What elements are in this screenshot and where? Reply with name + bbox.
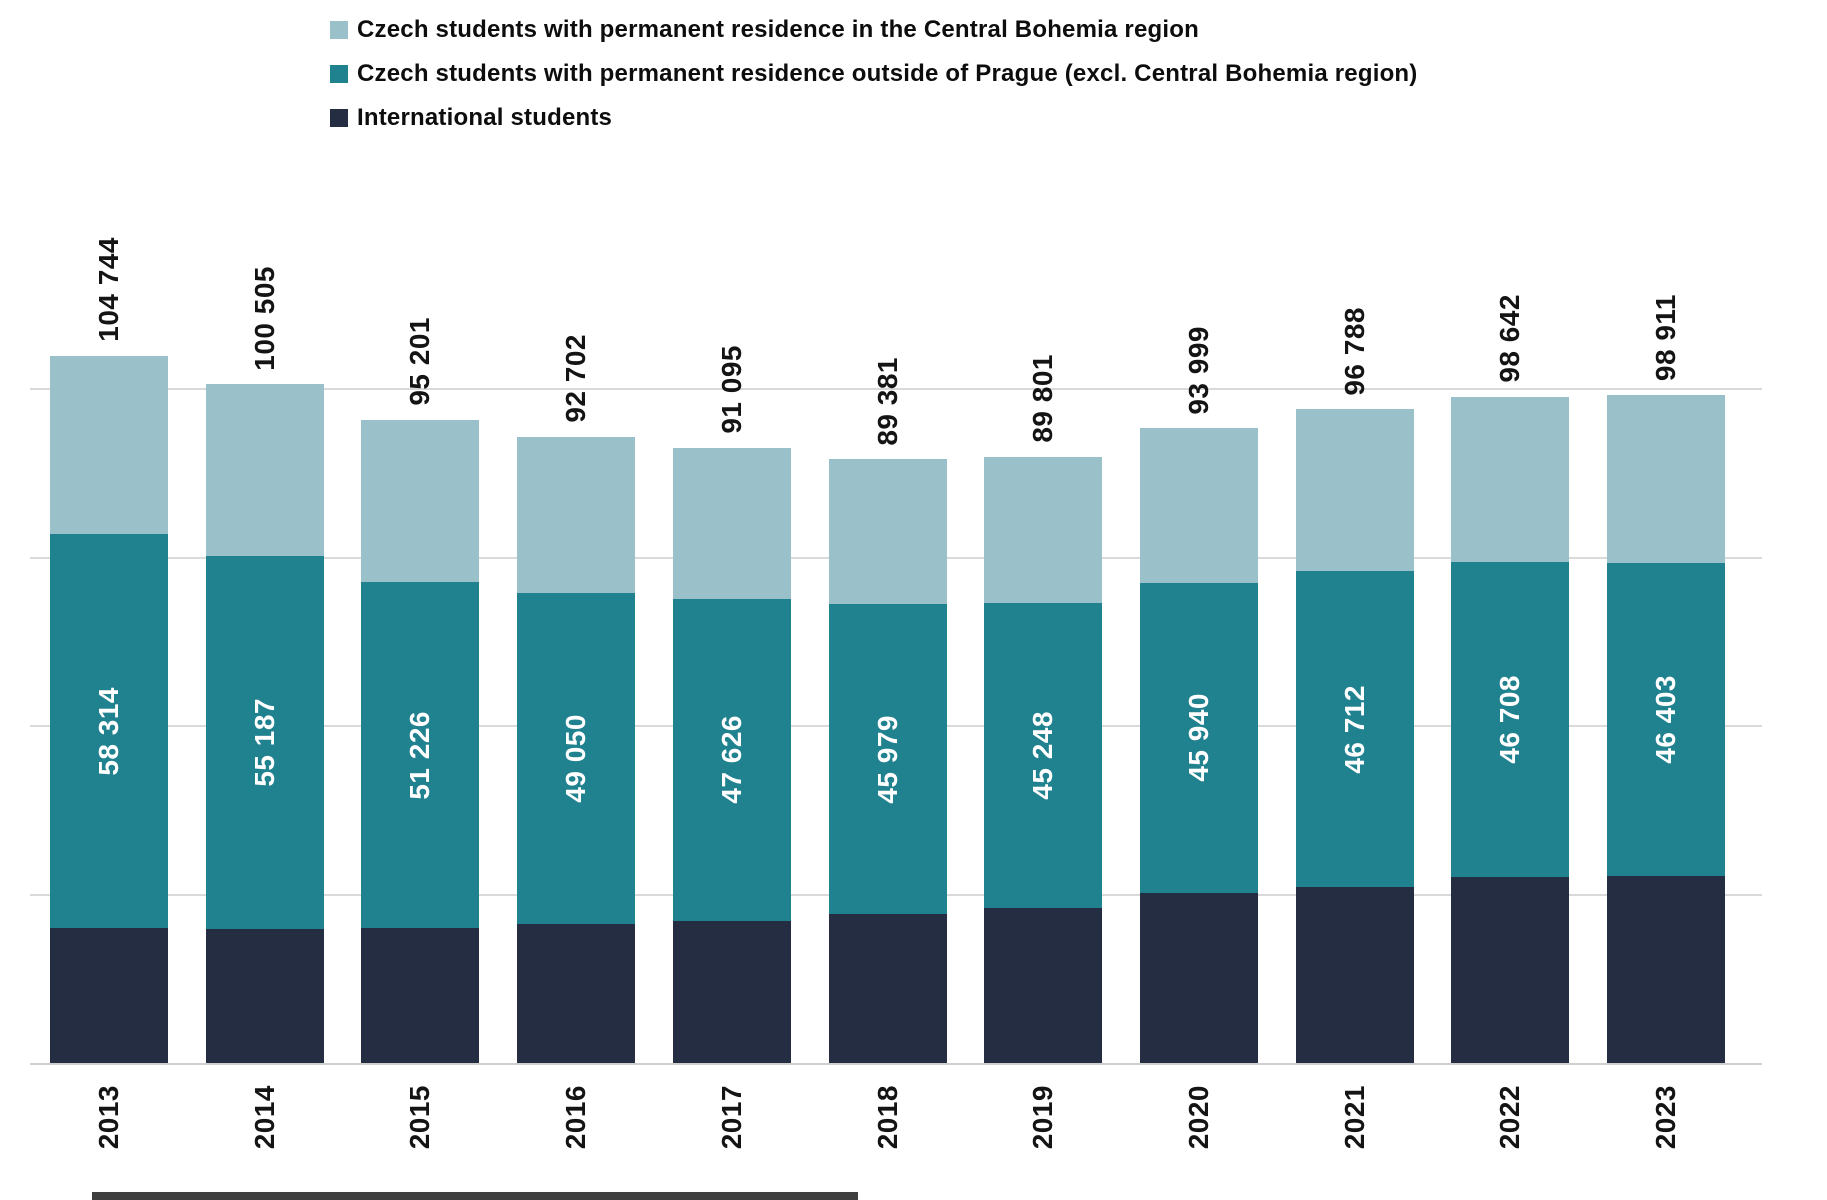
- cropped-bottom-element: [92, 1192, 858, 1200]
- bar-segment-international: [672, 920, 791, 1063]
- x-axis-tick-label: 2013: [50, 1085, 168, 1200]
- x-axis-tick-label: 2016: [517, 1085, 635, 1200]
- x-axis-tick-label: 2018: [829, 1085, 947, 1200]
- bar-segment-international: [1295, 886, 1414, 1063]
- bar-segment-international: [517, 923, 636, 1063]
- legend-swatch-icon: [330, 109, 348, 127]
- bar-segment-central-bohemia: [1607, 395, 1725, 563]
- bar-segment-international: [50, 927, 168, 1063]
- year-value: 2022: [1494, 1085, 1526, 1150]
- x-axis-tick-label: 2014: [206, 1085, 324, 1200]
- bar-segment-central-bohemia: [205, 384, 324, 556]
- bar-segment-central-bohemia: [517, 437, 636, 593]
- bar-segment-outside-prague: [1451, 561, 1570, 878]
- year-value: 2023: [1650, 1085, 1681, 1150]
- bar-segment-international: [1451, 877, 1570, 1063]
- bar-segment-central-bohemia: [828, 459, 947, 604]
- bar-total-value: 104 744: [93, 236, 124, 342]
- year-value: 2021: [1338, 1085, 1370, 1150]
- bar-segment-international: [361, 927, 480, 1063]
- bar-total-label: 98 911: [1607, 0, 1725, 381]
- x-axis-tick-label: 2023: [1607, 1085, 1725, 1200]
- year-value: 2015: [404, 1085, 436, 1150]
- x-axis-tick-label: 2019: [984, 1085, 1102, 1200]
- year-value: 2016: [560, 1085, 592, 1150]
- legend-label: Czech students with permanent residence …: [357, 16, 1199, 43]
- bar-total-value: 98 642: [1494, 294, 1526, 383]
- bar-total-value: 89 801: [1027, 353, 1059, 443]
- bar-segment-outside-prague: [828, 603, 947, 915]
- year-value: 2017: [715, 1085, 747, 1150]
- bar-segment-international: [1139, 892, 1258, 1063]
- bar-segment-outside-prague: [672, 598, 791, 921]
- year-value: 2018: [871, 1085, 903, 1150]
- bar-total-value: 89 381: [871, 356, 903, 446]
- bar-total-label: 100 505: [206, 0, 324, 371]
- bar-segment-outside-prague: [1295, 571, 1414, 887]
- legend-label: Czech students with permanent residence …: [357, 60, 1418, 87]
- bar-segment-outside-prague: [984, 602, 1103, 909]
- x-axis-tick-label: 2022: [1451, 1085, 1569, 1200]
- bar-segment-international: [828, 914, 947, 1063]
- bar-total-value: 92 702: [560, 334, 592, 423]
- year-value: 2014: [248, 1085, 280, 1150]
- bar-total-value: 95 201: [404, 317, 436, 407]
- chart-legend: Czech students with permanent residence …: [330, 16, 1418, 132]
- x-axis-line: [30, 1063, 1762, 1065]
- year-value: 2019: [1027, 1085, 1059, 1150]
- bar-segment-international: [1607, 875, 1725, 1063]
- bar-total-label: 98 642: [1451, 0, 1569, 383]
- legend-swatch-icon: [330, 21, 348, 39]
- bar-total-label: 104 744: [50, 0, 168, 342]
- legend-item: International students: [330, 104, 1418, 132]
- bar-segment-outside-prague: [50, 534, 168, 928]
- legend-item: Czech students with permanent residence …: [330, 60, 1418, 88]
- legend-swatch-icon: [330, 65, 348, 83]
- year-value: 2020: [1182, 1085, 1214, 1150]
- bar-segment-central-bohemia: [50, 355, 168, 535]
- bar-total-value: 96 788: [1338, 306, 1370, 396]
- bar-segment-central-bohemia: [672, 447, 791, 599]
- x-axis-tick-label: 2017: [673, 1085, 791, 1200]
- bar-segment-outside-prague: [1607, 562, 1725, 876]
- legend-label: International students: [357, 104, 613, 131]
- gridline: [30, 387, 1762, 390]
- bar-total-value: 98 911: [1650, 293, 1681, 382]
- bar-segment-international: [984, 908, 1103, 1063]
- bar-segment-central-bohemia: [1451, 396, 1570, 562]
- x-axis-tick-label: 2021: [1296, 1085, 1414, 1200]
- bar-total-value: 100 505: [248, 265, 280, 371]
- x-axis-tick-label: 2020: [1140, 1085, 1258, 1200]
- year-value: 2013: [93, 1085, 124, 1150]
- bar-segment-central-bohemia: [984, 456, 1103, 603]
- bar-segment-central-bohemia: [1139, 428, 1258, 583]
- bar-segment-central-bohemia: [361, 420, 480, 583]
- bar-segment-outside-prague: [1139, 582, 1258, 893]
- bar-segment-outside-prague: [361, 582, 480, 928]
- bar-segment-central-bohemia: [1295, 409, 1414, 572]
- x-axis-tick-label: 2015: [361, 1085, 479, 1200]
- bar-segment-outside-prague: [205, 555, 324, 929]
- bar-segment-international: [205, 928, 324, 1063]
- bar-total-value: 93 999: [1182, 325, 1214, 415]
- bar-segment-outside-prague: [517, 592, 636, 924]
- legend-item: Czech students with permanent residence …: [330, 16, 1418, 44]
